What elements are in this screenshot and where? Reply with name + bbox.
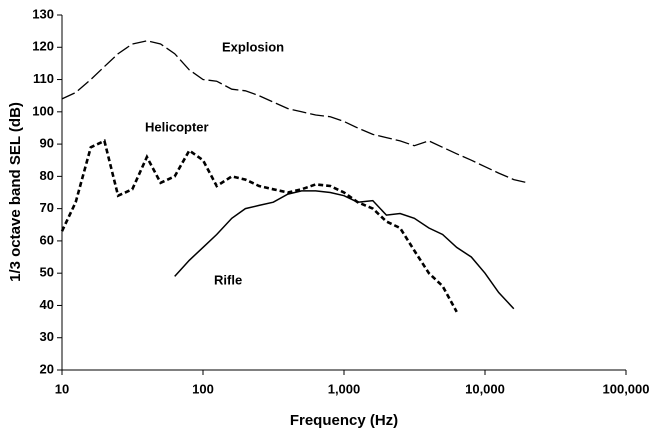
- y-tick-label: 120: [32, 39, 54, 54]
- series-label: Rifle: [214, 272, 242, 287]
- series-line: [61, 40, 528, 184]
- y-tick-label: 70: [40, 200, 54, 215]
- series-label: Explosion: [222, 39, 284, 54]
- series-label: Helicopter: [145, 119, 209, 134]
- x-tick-label: 10: [55, 381, 69, 396]
- x-axis-title: Frequency (Hz): [290, 412, 398, 429]
- series-line: [60, 139, 458, 313]
- x-tick-label: 1,000: [328, 381, 361, 396]
- y-tick-label: 60: [40, 232, 54, 247]
- y-tick-label: 130: [32, 6, 54, 21]
- y-axis-title: 1/3 octave band SEL (dB): [7, 102, 24, 282]
- series-line: [174, 190, 515, 310]
- x-tick-label: 100,000: [603, 381, 650, 396]
- y-tick-label: 90: [40, 136, 54, 151]
- x-tick-label: 10,000: [465, 381, 505, 396]
- y-tick-label: 20: [40, 361, 54, 376]
- x-tick-label: 100: [192, 381, 214, 396]
- y-tick-label: 30: [40, 329, 54, 344]
- y-tick-label: 50: [40, 265, 54, 280]
- y-tick-label: 80: [40, 168, 54, 183]
- y-tick-label: 110: [33, 71, 54, 86]
- y-tick-label: 100: [32, 103, 54, 118]
- y-tick-label: 40: [40, 297, 54, 312]
